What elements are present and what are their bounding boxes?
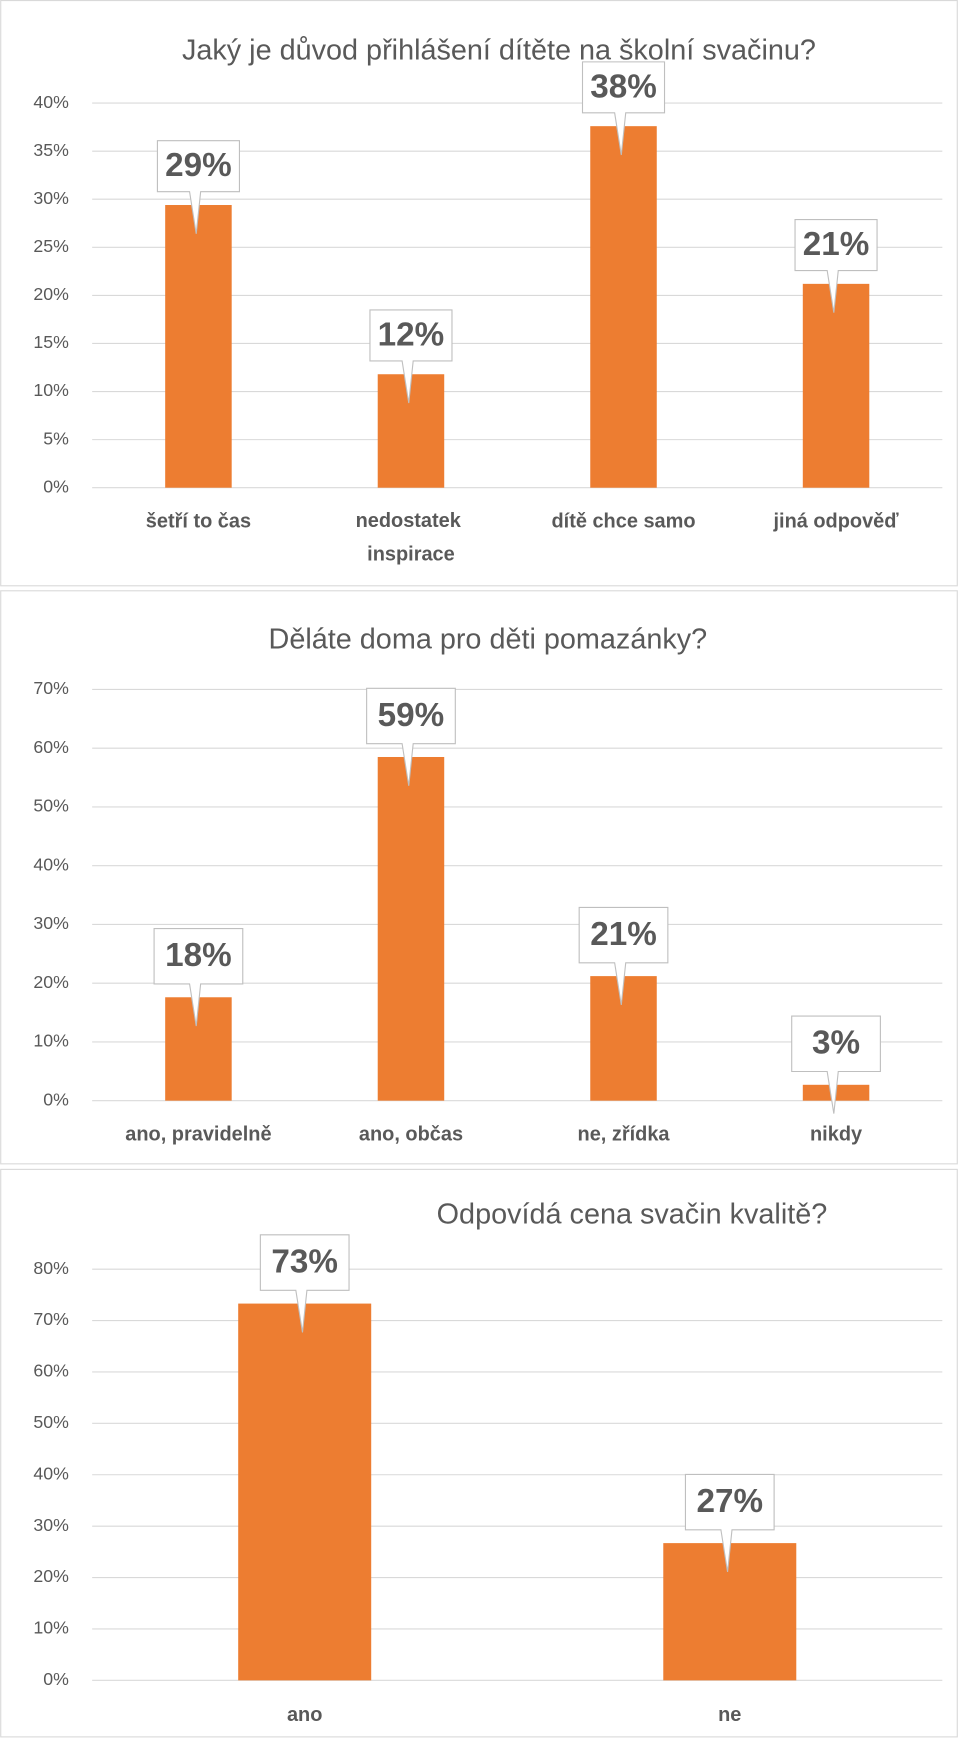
y-tick-label: 10%: [33, 1618, 69, 1638]
y-tick-label: 0%: [43, 476, 69, 496]
bar: [377, 756, 445, 1101]
data-label: 59%: [378, 697, 445, 734]
data-label-callout: [581, 61, 666, 156]
y-tick-label: 60%: [33, 737, 69, 757]
y-tick-label: 0%: [43, 1669, 69, 1689]
data-label: 29%: [165, 147, 232, 184]
data-label-callout: [366, 687, 456, 786]
data-label: 18%: [165, 937, 232, 974]
data-label-callout: [684, 1473, 775, 1573]
data-label-callout: [153, 927, 244, 1027]
chart-frame: [0, 0, 958, 587]
y-tick-label: 80%: [33, 1258, 69, 1278]
chart-title: Jaký je důvod přihlášení dítěte na školn…: [182, 35, 816, 67]
chart-frame: [0, 590, 958, 1165]
bar: [165, 997, 232, 1101]
data-label: 73%: [271, 1243, 338, 1280]
y-tick-label: 20%: [33, 972, 69, 992]
bar: [802, 283, 870, 488]
data-label: 21%: [803, 226, 870, 263]
y-tick-label: 50%: [33, 1412, 69, 1432]
y-tick-label: 40%: [33, 92, 69, 112]
bar: [165, 205, 232, 488]
x-tick-label: ne, zřídka: [578, 1123, 671, 1145]
y-tick-label: 20%: [33, 1566, 69, 1586]
y-tick-label: 15%: [33, 332, 69, 352]
x-tick-label: ano: [287, 1704, 322, 1726]
data-label: 12%: [378, 316, 445, 353]
y-tick-label: 30%: [33, 1515, 69, 1535]
bar: [377, 374, 445, 488]
y-tick-label: 50%: [33, 796, 69, 816]
x-tick-label: nikdy: [810, 1123, 862, 1145]
data-label-callout: [369, 309, 453, 404]
chart-frame: [0, 1168, 958, 1738]
x-tick-label: ano, pravidelně: [125, 1123, 271, 1145]
y-tick-label: 30%: [33, 188, 69, 208]
data-label-callout: [156, 140, 240, 234]
data-label-callout: [259, 1234, 350, 1333]
y-tick-label: 40%: [33, 1463, 69, 1483]
data-label: 3%: [812, 1025, 860, 1062]
data-label: 27%: [696, 1483, 763, 1520]
y-tick-label: 70%: [33, 1309, 69, 1329]
data-label-callout: [578, 906, 669, 1006]
data-label-callout: [794, 219, 878, 313]
x-tick-label: nedostatek inspirace: [356, 510, 467, 565]
bar: [663, 1543, 797, 1681]
chart-title: Děláte doma pro děti pomazánky?: [269, 623, 708, 655]
x-tick-label: dítě chce samo: [551, 510, 695, 532]
chart-title: Odpovídá cena svačin kvalitě?: [437, 1199, 828, 1231]
bar: [238, 1303, 372, 1681]
y-tick-label: 40%: [33, 854, 69, 874]
x-tick-label: jiná odpověď: [772, 510, 899, 532]
y-tick-label: 10%: [33, 380, 69, 400]
y-tick-label: 10%: [33, 1031, 69, 1051]
data-label-callout: [791, 1015, 881, 1114]
bar: [590, 126, 657, 488]
y-tick-label: 20%: [33, 284, 69, 304]
y-tick-label: 0%: [43, 1089, 69, 1109]
y-tick-label: 25%: [33, 236, 69, 256]
y-tick-label: 30%: [33, 913, 69, 933]
y-tick-label: 70%: [33, 678, 69, 698]
y-tick-label: 60%: [33, 1361, 69, 1381]
x-tick-label: ano, občas: [359, 1123, 463, 1145]
bar: [590, 976, 657, 1101]
data-label: 21%: [590, 916, 657, 953]
data-label: 38%: [590, 68, 657, 105]
x-tick-label: šetří to čas: [146, 510, 251, 532]
x-tick-label: ne: [718, 1704, 741, 1726]
y-tick-label: 5%: [43, 428, 69, 448]
y-tick-label: 35%: [33, 140, 69, 160]
